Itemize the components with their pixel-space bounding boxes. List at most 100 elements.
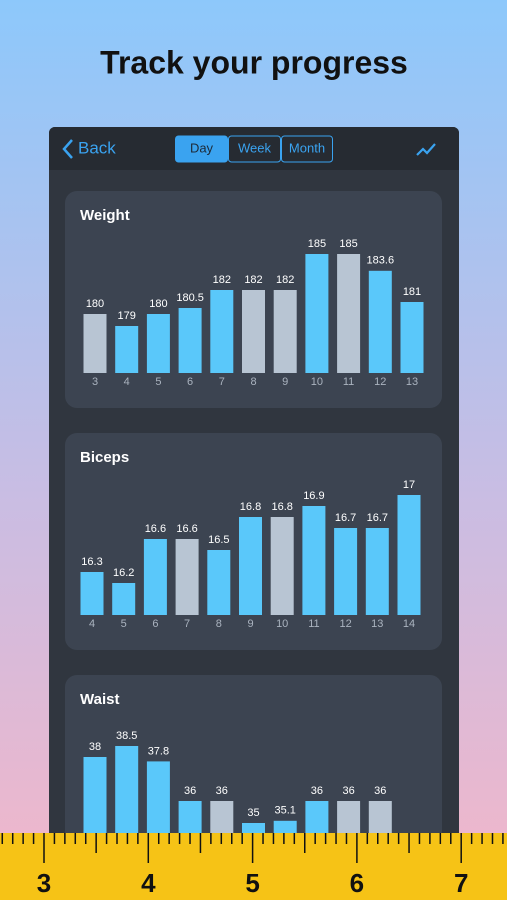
value-label: 35.1 (274, 805, 295, 817)
value-label: 180 (149, 298, 167, 310)
bar (270, 517, 294, 615)
value-label: 16.5 (208, 534, 229, 546)
category-label: 9 (247, 618, 253, 630)
bar (337, 254, 361, 373)
category-label: 5 (155, 376, 161, 388)
category-label: 12 (374, 376, 386, 388)
back-chevron (62, 139, 73, 159)
chart-icon[interactable] (416, 143, 436, 156)
ruler (0, 833, 507, 900)
value-label: 16.8 (271, 501, 292, 513)
bar (397, 495, 421, 615)
bar (242, 290, 265, 373)
segment-label[interactable]: Week (238, 140, 271, 155)
value-label: 36 (311, 785, 323, 797)
segment-label[interactable]: Month (289, 140, 325, 155)
value-label: 16.3 (81, 556, 102, 568)
category-label: 8 (216, 618, 222, 630)
value-label: 36 (216, 785, 228, 797)
category-label: 6 (187, 376, 193, 388)
value-label: 181 (403, 286, 421, 298)
value-label: 180 (86, 298, 104, 310)
bar (273, 290, 297, 373)
value-label: 16.6 (176, 523, 197, 535)
bar (146, 314, 170, 373)
value-label: 37.8 (148, 745, 169, 757)
bar (368, 270, 392, 373)
category-label: 3 (92, 376, 98, 388)
ruler-label: 6 (350, 868, 364, 898)
value-label: 36 (184, 785, 196, 797)
segment[interactable] (228, 135, 281, 163)
value-label: 16.7 (367, 512, 388, 524)
value-label: 179 (118, 310, 136, 322)
bar (210, 290, 234, 373)
ruler-label: 7 (454, 868, 468, 898)
category-label: 11 (343, 376, 354, 388)
value-label: 182 (244, 274, 262, 286)
bar (83, 314, 107, 373)
category-label: 10 (276, 618, 288, 630)
bar (83, 757, 107, 845)
category-label: 5 (121, 618, 127, 630)
bar (146, 761, 170, 845)
headline: Track your progress (100, 44, 408, 80)
value-label: 17 (403, 479, 415, 491)
category-label: 8 (250, 376, 256, 388)
category-label: 12 (339, 618, 351, 630)
category-label: 4 (124, 376, 130, 388)
value-label: 183.6 (367, 255, 395, 267)
bar (334, 528, 358, 615)
bar (400, 302, 424, 373)
value-label: 185 (339, 238, 357, 250)
nav-bar (49, 127, 459, 170)
value-label: 35 (247, 807, 259, 819)
bar (302, 506, 326, 615)
ruler-label: 4 (141, 868, 156, 898)
ruler-label: 5 (245, 868, 259, 898)
category-label: 7 (184, 618, 190, 630)
card-title: Weight (80, 207, 130, 224)
bar (207, 550, 231, 615)
card-title: Biceps (80, 449, 129, 466)
category-label: 13 (371, 618, 383, 630)
ruler-label: 3 (37, 868, 51, 898)
value-label: 16.7 (335, 512, 356, 524)
value-label: 182 (213, 274, 231, 286)
value-label: 180.5 (176, 292, 204, 304)
value-label: 38.5 (116, 730, 137, 742)
bar (239, 517, 262, 615)
category-label: 7 (219, 376, 225, 388)
back-button[interactable]: Back (78, 138, 116, 157)
category-label: 11 (308, 618, 319, 630)
segment[interactable] (175, 135, 228, 163)
bar (143, 539, 167, 615)
value-label: 16.9 (303, 490, 324, 502)
value-label: 36 (374, 785, 386, 797)
bar (175, 539, 199, 615)
value-label: 38 (89, 741, 101, 753)
category-label: 4 (89, 618, 95, 630)
card-title: Waist (80, 691, 119, 708)
bar (112, 583, 136, 615)
value-label: 36 (342, 785, 354, 797)
value-label: 16.8 (240, 501, 261, 513)
category-label: 13 (406, 376, 418, 388)
bar (178, 308, 202, 373)
segment[interactable] (281, 135, 333, 163)
value-label: 16.2 (113, 567, 134, 579)
value-label: 182 (276, 274, 294, 286)
bar (305, 254, 329, 373)
value-label: 16.6 (145, 523, 166, 535)
segment-label[interactable]: Day (190, 140, 214, 155)
category-label: 10 (311, 376, 323, 388)
bar (365, 528, 389, 615)
bar (115, 326, 139, 373)
category-label: 14 (403, 618, 415, 630)
bar (80, 572, 104, 615)
bar (115, 746, 139, 845)
category-label: 9 (282, 376, 288, 388)
value-label: 185 (308, 238, 326, 250)
